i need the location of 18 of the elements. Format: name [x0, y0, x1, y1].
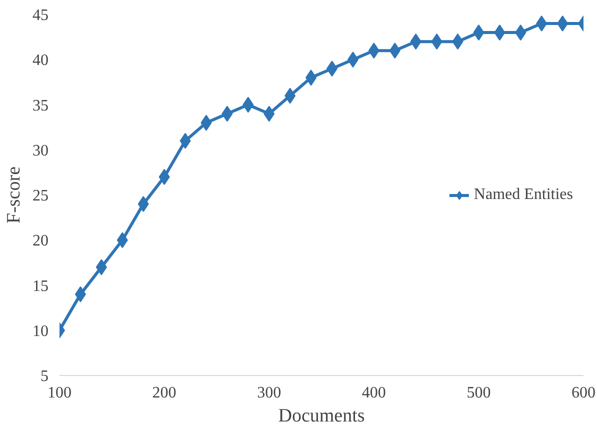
x-tick-label: 400: [362, 384, 386, 402]
x-tick-label: 300: [257, 384, 282, 402]
y-tick-label: 35: [32, 97, 48, 114]
x-tick-label: 200: [152, 384, 176, 402]
y-tick-label: 10: [32, 322, 48, 340]
y-tick-label: 5: [40, 368, 48, 385]
legend-label: Named Entities: [474, 186, 573, 204]
y-tick-label: 40: [32, 52, 48, 70]
x-tick-label: 600: [572, 384, 596, 402]
y-tick-label: 20: [32, 232, 48, 250]
x-axis-title: Documents: [278, 406, 365, 426]
y-axis-title: F-score: [4, 166, 24, 224]
y-tick-label: 45: [32, 7, 48, 24]
y-tick-label: 15: [32, 278, 48, 295]
y-tick-label: 25: [32, 188, 48, 204]
x-tick-label: 100: [48, 384, 72, 402]
x-tick-label: 500: [466, 384, 491, 402]
y-tick-label: 30: [32, 142, 48, 160]
